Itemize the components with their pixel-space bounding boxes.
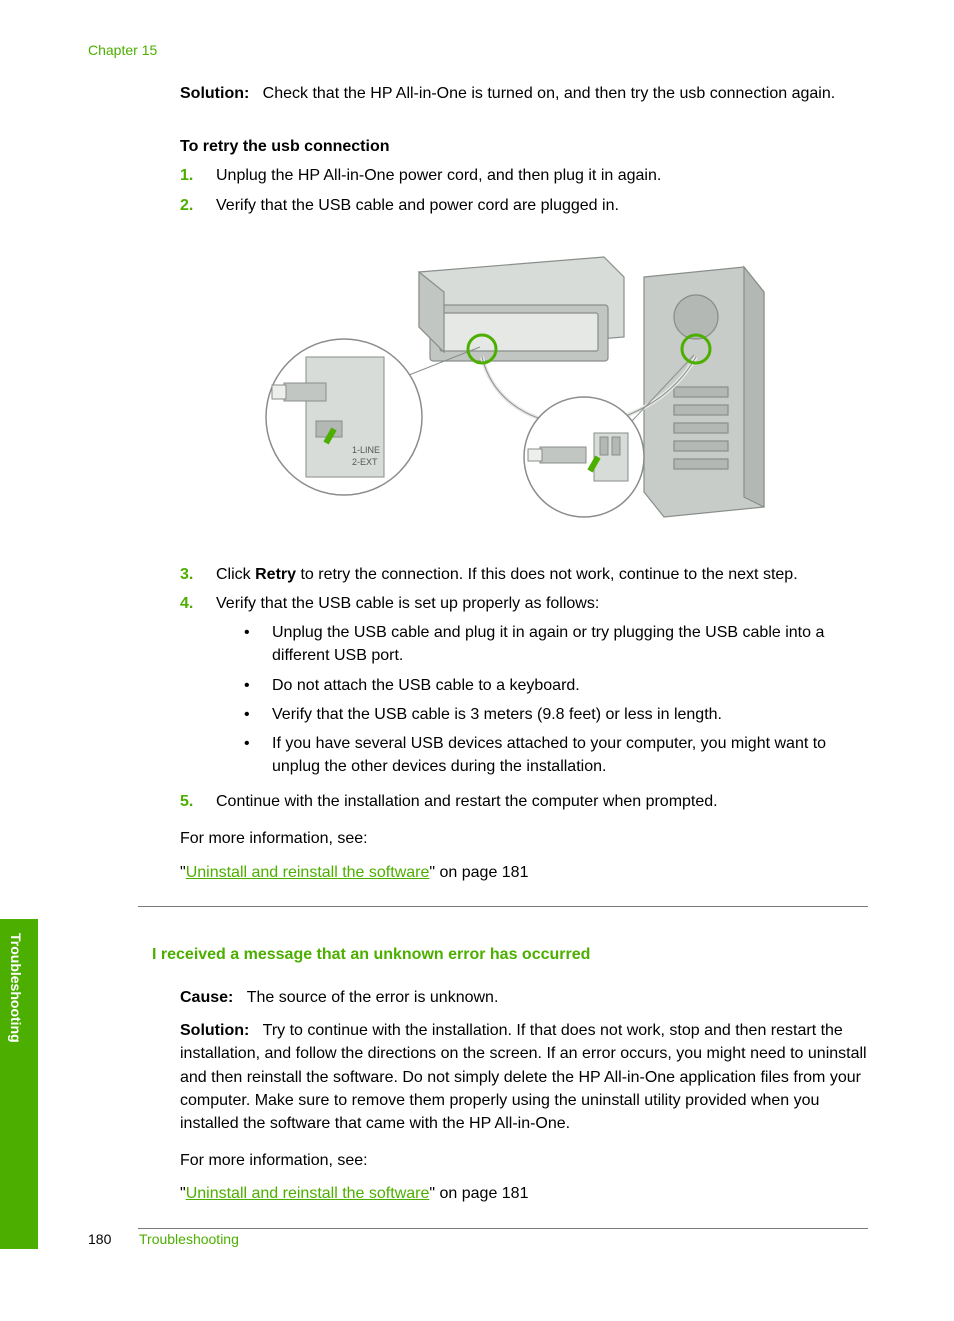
svg-text:1-LINE: 1-LINE: [352, 445, 380, 455]
crossref-link[interactable]: Uninstall and reinstall the software: [186, 1185, 430, 1202]
step-text: Click Retry to retry the connection. If …: [216, 563, 868, 586]
svg-text:2-EXT: 2-EXT: [352, 457, 378, 467]
cause-label: Cause:: [180, 989, 233, 1006]
list-item: •If you have several USB devices attache…: [244, 732, 868, 778]
step-number: 5.: [180, 790, 216, 813]
list-item: •Unplug the USB cable and plug it in aga…: [244, 621, 868, 667]
crossref: "Uninstall and reinstall the software" o…: [180, 861, 868, 884]
footer-section-name: Troubleshooting: [139, 1231, 239, 1247]
retry-steps-list: 1. Unplug the HP All-in-One power cord, …: [180, 164, 868, 216]
side-tab: Troubleshooting: [0, 919, 38, 1249]
list-item: 5. Continue with the installation and re…: [180, 790, 868, 813]
solution-text: Check that the HP All-in-One is turned o…: [263, 85, 836, 102]
list-item: 4. Verify that the USB cable is set up p…: [180, 592, 868, 784]
crossref: "Uninstall and reinstall the software" o…: [180, 1182, 868, 1205]
step-text: Unplug the HP All-in-One power cord, and…: [216, 164, 868, 187]
list-item: 3. Click Retry to retry the connection. …: [180, 563, 868, 586]
cause-paragraph: Cause: The source of the error is unknow…: [180, 986, 868, 1009]
bullet-icon: •: [244, 674, 272, 697]
solution-text: Try to continue with the installation. I…: [180, 1022, 867, 1132]
list-item: •Do not attach the USB cable to a keyboa…: [244, 674, 868, 697]
solution-label: Solution:: [180, 1022, 249, 1039]
crossref-link[interactable]: Uninstall and reinstall the software: [186, 864, 430, 881]
step-number: 3.: [180, 563, 216, 586]
list-item: 2. Verify that the USB cable and power c…: [180, 194, 868, 217]
section-title: I received a message that an unknown err…: [152, 943, 868, 966]
step-text: Verify that the USB cable and power cord…: [216, 194, 868, 217]
list-item: •Verify that the USB cable is 3 meters (…: [244, 703, 868, 726]
list-item: 1. Unplug the HP All-in-One power cord, …: [180, 164, 868, 187]
section-divider: [138, 906, 868, 907]
step-text: Verify that the USB cable is set up prop…: [216, 592, 868, 784]
bullet-icon: •: [244, 621, 272, 667]
bullet-icon: •: [244, 732, 272, 778]
retry-heading: To retry the usb connection: [180, 135, 868, 158]
retry-steps-list-cont: 3. Click Retry to retry the connection. …: [180, 563, 868, 814]
step-text: Continue with the installation and resta…: [216, 790, 868, 813]
more-info: For more information, see:: [180, 1149, 868, 1172]
more-info: For more information, see:: [180, 827, 868, 850]
solution-label: Solution:: [180, 85, 249, 102]
cause-text: The source of the error is unknown.: [247, 989, 499, 1006]
bullet-icon: •: [244, 703, 272, 726]
page-number: 180: [88, 1231, 111, 1247]
step-number: 1.: [180, 164, 216, 187]
solution-paragraph: Solution: Check that the HP All-in-One i…: [180, 82, 868, 105]
solution2-paragraph: Solution: Try to continue with the insta…: [180, 1019, 868, 1135]
section-divider: [138, 1228, 868, 1229]
step-number: 4.: [180, 592, 216, 784]
side-tab-label: Troubleshooting: [6, 933, 26, 1043]
sub-bullets: •Unplug the USB cable and plug it in aga…: [216, 621, 868, 778]
chapter-label: Chapter 15: [88, 40, 157, 60]
page-content: Solution: Check that the HP All-in-One i…: [180, 82, 868, 1229]
connection-diagram: 1-LINE 2-EXT: [180, 247, 868, 527]
page-footer: 180 Troubleshooting: [88, 1229, 239, 1249]
step-number: 2.: [180, 194, 216, 217]
